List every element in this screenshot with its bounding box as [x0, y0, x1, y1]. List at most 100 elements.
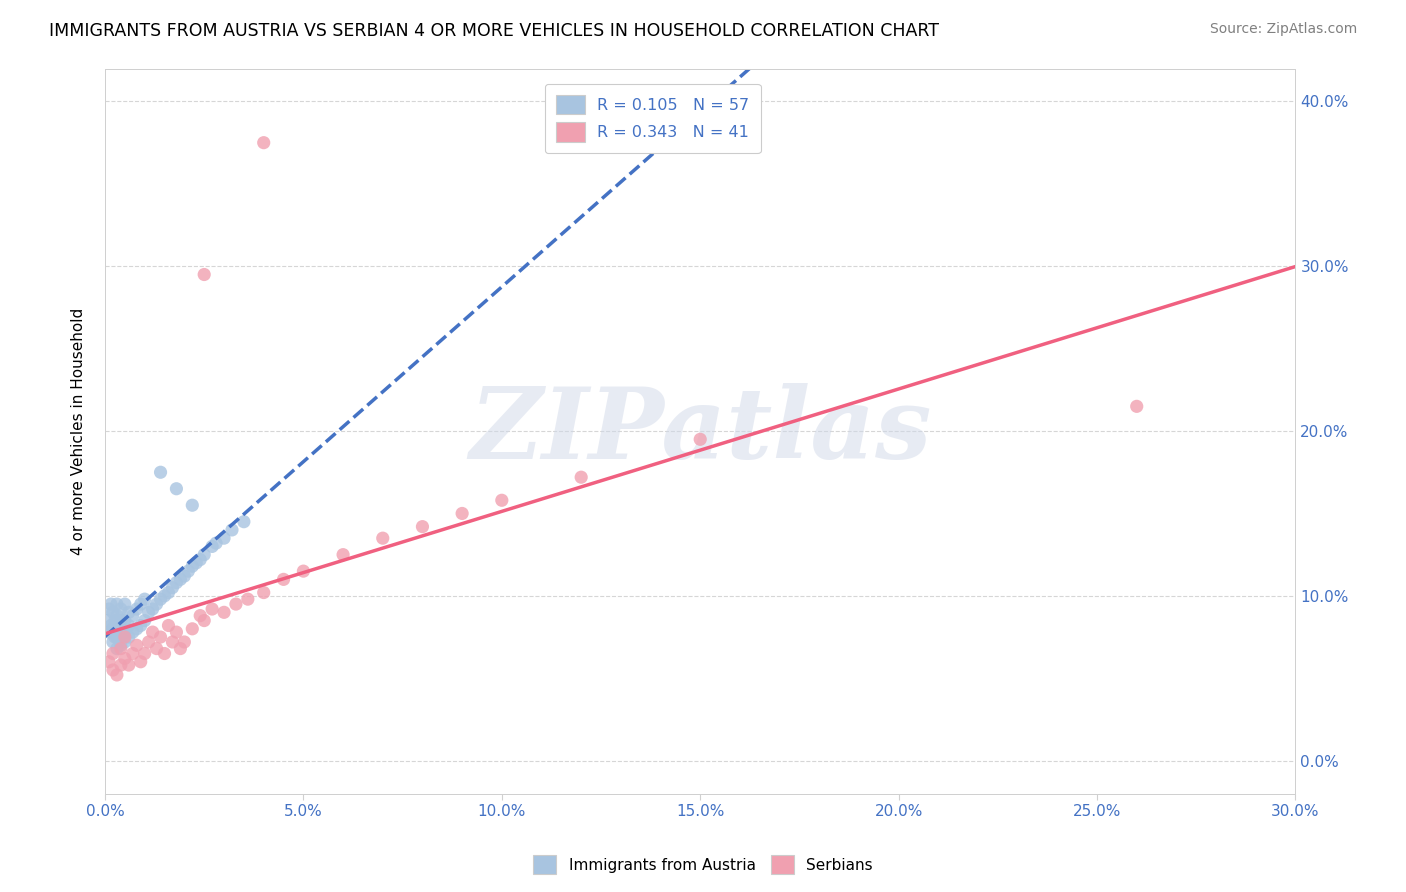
Point	[100, 618, 122, 632]
Point	[114, 651, 136, 665]
Point	[201, 540, 224, 554]
Text: IMMIGRANTS FROM AUSTRIA VS SERBIAN 4 OR MORE VEHICLES IN HOUSEHOLD CORRELATION C: IMMIGRANTS FROM AUSTRIA VS SERBIAN 4 OR …	[49, 22, 939, 40]
Point	[491, 493, 513, 508]
Point	[188, 552, 211, 566]
Point	[97, 602, 120, 616]
Point	[105, 622, 128, 636]
Point	[104, 630, 127, 644]
Point	[96, 614, 118, 628]
Point	[129, 655, 152, 669]
Point	[181, 559, 204, 574]
Point	[101, 622, 124, 636]
Text: Source: ZipAtlas.com: Source: ZipAtlas.com	[1209, 22, 1357, 37]
Point	[142, 602, 165, 616]
Point	[173, 635, 195, 649]
Point	[273, 573, 295, 587]
Point	[114, 614, 136, 628]
Point	[236, 592, 259, 607]
Point	[186, 556, 208, 570]
Point	[118, 618, 141, 632]
Point	[153, 647, 176, 661]
Point	[105, 630, 128, 644]
Point	[169, 641, 191, 656]
Point	[165, 575, 187, 590]
Point	[451, 507, 474, 521]
Point	[134, 647, 156, 661]
Point	[253, 585, 276, 599]
Point	[221, 523, 243, 537]
Point	[104, 614, 127, 628]
Point	[129, 597, 152, 611]
Point	[188, 608, 211, 623]
Point	[1125, 400, 1147, 414]
Point	[125, 602, 148, 616]
Point	[105, 608, 128, 623]
Point	[142, 625, 165, 640]
Point	[173, 569, 195, 583]
Point	[110, 602, 132, 616]
Text: ZIPatlas: ZIPatlas	[470, 383, 931, 479]
Point	[121, 647, 143, 661]
Point	[149, 465, 172, 479]
Point	[205, 536, 228, 550]
Point	[97, 625, 120, 640]
Point	[157, 585, 180, 599]
Point	[371, 531, 394, 545]
Point	[212, 531, 235, 545]
Point	[101, 605, 124, 619]
Point	[118, 630, 141, 644]
Point	[121, 625, 143, 640]
Point	[569, 470, 592, 484]
Point	[162, 635, 184, 649]
Point	[118, 605, 141, 619]
Point	[110, 658, 132, 673]
Point	[201, 602, 224, 616]
Point	[145, 641, 167, 656]
Point	[689, 432, 711, 446]
Y-axis label: 4 or more Vehicles in Household: 4 or more Vehicles in Household	[72, 308, 86, 555]
Point	[149, 630, 172, 644]
Point	[110, 638, 132, 652]
Point	[411, 519, 433, 533]
Point	[114, 635, 136, 649]
Point	[212, 605, 235, 619]
Point	[138, 605, 160, 619]
Point	[110, 614, 132, 628]
Point	[114, 630, 136, 644]
Point	[114, 597, 136, 611]
Point	[253, 136, 276, 150]
Point	[177, 564, 200, 578]
Point	[193, 548, 215, 562]
Point	[153, 589, 176, 603]
Point	[162, 581, 184, 595]
Point	[97, 655, 120, 669]
Point	[169, 573, 191, 587]
Point	[193, 614, 215, 628]
Point	[181, 622, 204, 636]
Point	[121, 608, 143, 623]
Point	[101, 647, 124, 661]
Legend: R = 0.105   N = 57, R = 0.343   N = 41: R = 0.105 N = 57, R = 0.343 N = 41	[544, 84, 761, 153]
Point	[332, 548, 354, 562]
Point	[100, 597, 122, 611]
Point	[181, 498, 204, 512]
Point	[101, 635, 124, 649]
Point	[101, 663, 124, 677]
Point	[129, 618, 152, 632]
Point	[165, 482, 187, 496]
Point	[105, 668, 128, 682]
Point	[105, 641, 128, 656]
Point	[225, 597, 247, 611]
Point	[118, 658, 141, 673]
Point	[110, 641, 132, 656]
Point	[114, 625, 136, 640]
Point	[193, 268, 215, 282]
Point	[157, 618, 180, 632]
Point	[232, 515, 254, 529]
Point	[138, 635, 160, 649]
Legend: Immigrants from Austria, Serbians: Immigrants from Austria, Serbians	[527, 849, 879, 880]
Point	[105, 597, 128, 611]
Point	[125, 638, 148, 652]
Point	[134, 614, 156, 628]
Point	[134, 592, 156, 607]
